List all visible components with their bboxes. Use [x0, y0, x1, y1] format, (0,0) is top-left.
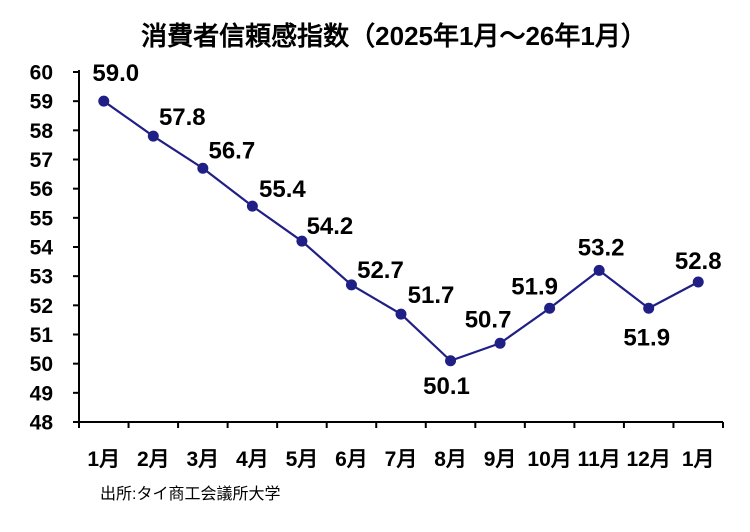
- y-tick-label: 51: [30, 324, 54, 347]
- y-tick-label: 57: [30, 149, 53, 172]
- data-point-label: 59.0: [92, 60, 139, 87]
- data-point-marker: [345, 279, 357, 291]
- x-axis-label: 12月: [627, 448, 671, 471]
- data-point-marker: [395, 308, 407, 320]
- data-point-label: 57.8: [159, 104, 206, 131]
- x-axis-label: 6月: [335, 448, 368, 471]
- x-axis-label: 4月: [236, 448, 269, 471]
- data-point-marker: [197, 162, 209, 174]
- data-point-marker: [296, 235, 308, 247]
- data-point-marker: [98, 95, 110, 107]
- x-axis-label: 1月: [682, 448, 715, 471]
- data-point-marker: [643, 302, 655, 314]
- x-axis-label: 10月: [527, 448, 571, 471]
- y-tick-label: 59: [30, 91, 53, 114]
- y-tick-label: 55: [30, 207, 54, 230]
- y-tick-label: 56: [30, 178, 53, 201]
- data-point-label: 51.7: [408, 282, 455, 309]
- y-tick-label: 48: [30, 412, 54, 435]
- chart-title: 消費者信頼感指数（2025年1月～26年1月）: [141, 21, 647, 51]
- y-tick-label: 58: [30, 120, 54, 143]
- data-point-marker: [494, 337, 506, 349]
- x-axis-label: 3月: [187, 448, 220, 471]
- source-note: 出所:タイ商工会議所大学: [100, 485, 280, 503]
- x-axis-label: 9月: [484, 448, 517, 471]
- x-axis-label: 8月: [434, 448, 467, 471]
- x-axis-label: 1月: [87, 448, 120, 471]
- data-point-label: 55.4: [259, 176, 306, 203]
- data-point-label: 51.9: [511, 273, 558, 300]
- data-point-marker: [147, 130, 159, 142]
- data-point-marker: [544, 302, 556, 314]
- x-axis-label: 2月: [137, 448, 170, 471]
- plot-area: 48 49 50 51 52 53 54 55 56 57 58 59 60 1月 2月 3月 4月 5月 6月 7月…: [30, 60, 724, 471]
- data-point-label: 54.2: [307, 213, 354, 240]
- data-point-marker: [593, 264, 605, 276]
- data-point-marker: [445, 355, 457, 367]
- y-tick-label: 50: [30, 353, 53, 376]
- y-tick-label: 53: [30, 266, 53, 289]
- y-tick-label: 49: [30, 382, 53, 405]
- data-point-label: 50.1: [423, 373, 470, 400]
- y-tick-label: 54: [30, 237, 54, 260]
- data-point-label: 50.7: [465, 306, 512, 333]
- x-axis-label: 11月: [578, 448, 621, 471]
- data-point-label: 53.2: [578, 234, 625, 261]
- y-tick-label: 52: [30, 295, 53, 318]
- data-point-label: 52.8: [675, 248, 722, 275]
- series-line: [102, 100, 700, 362]
- data-point-marker: [692, 276, 704, 288]
- data-point-label: 51.9: [623, 324, 670, 351]
- y-tick-label: 60: [30, 62, 53, 85]
- x-axis-label: 5月: [286, 448, 319, 471]
- data-point-marker: [246, 200, 258, 212]
- x-axis-label: 7月: [385, 448, 418, 471]
- data-point-label: 52.7: [357, 257, 404, 284]
- data-point-label: 56.7: [208, 137, 255, 164]
